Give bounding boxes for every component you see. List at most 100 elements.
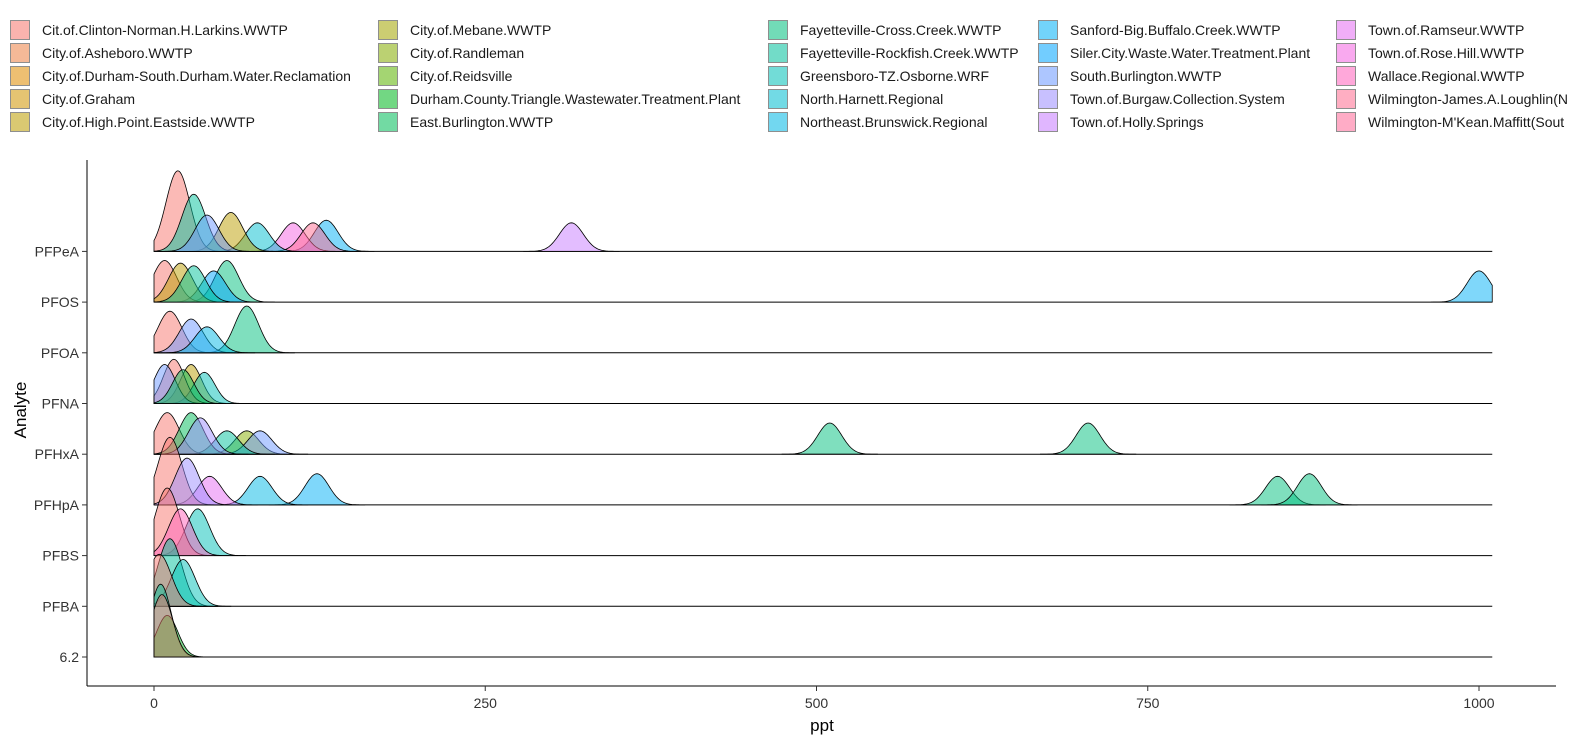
legend-swatch: [768, 112, 788, 132]
legend-label: Town.of.Holly.Springs: [1070, 114, 1204, 130]
ridge-PFPeA: [153, 170, 1493, 252]
legend-swatch: [768, 20, 788, 40]
legend-item: East.Burlington.WWTP: [378, 112, 553, 132]
legend-label: Wilmington-James.A.Loughlin(N: [1368, 91, 1568, 107]
legend-label: Northeast.Brunswick.Regional: [800, 114, 988, 130]
legend-swatch: [1336, 89, 1356, 109]
ridge-PFOS: [153, 260, 1493, 303]
legend-item: City.of.Mebane.WWTP: [378, 20, 551, 40]
legend-item: Fayetteville-Cross.Creek.WWTP: [768, 20, 1001, 40]
y-axis-ticks: 6.2 PFBA PFBS PFHpA PFHxA PFNA PFOA PFOS PFPeA: [34, 243, 87, 665]
legend-swatch: [1038, 89, 1058, 109]
density-curve: [158, 214, 256, 252]
legend-label: City.of.Graham: [42, 91, 136, 107]
legend-label: City.of.Mebane.WWTP: [410, 22, 552, 38]
density-curve: [1430, 270, 1493, 303]
y-tick-label: PFHxA: [35, 446, 80, 462]
x-tick-label: 1000: [1463, 695, 1494, 711]
y-tick-label: PFPeA: [35, 243, 80, 259]
legend-label: East.Burlington.WWTP: [410, 114, 554, 130]
density-curve: [523, 222, 620, 252]
legend-item: Northeast.Brunswick.Regional: [768, 112, 988, 132]
y-tick-label: PFBS: [42, 548, 79, 564]
y-tick-label: PFNA: [42, 396, 80, 412]
legend-label: Wilmington-M'Kean.Maffitt(Sout: [1368, 114, 1565, 130]
y-axis-title: Analyte: [11, 382, 30, 439]
x-tick-label: 750: [1136, 695, 1160, 711]
legend-item: Town.of.Ramseur.WWTP: [1336, 20, 1524, 40]
legend-swatch: [10, 112, 30, 132]
y-tick-label: PFBA: [42, 598, 79, 614]
legend-swatch: [1038, 112, 1058, 132]
y-tick-label: PFHpA: [34, 497, 80, 513]
legend-item: Sanford-Big.Buffalo.Creek.WWTP: [1038, 20, 1281, 40]
legend-swatch: [378, 66, 398, 86]
legend-label: City.of.Durham-South.Durham.Water.Reclam…: [42, 68, 351, 84]
legend-label: Fayetteville-Cross.Creek.WWTP: [800, 22, 1002, 38]
legend-swatch: [768, 66, 788, 86]
legend-swatch: [378, 89, 398, 109]
ridge-6.2: [153, 583, 1493, 658]
density-curve: [1261, 473, 1358, 506]
ridge-PFHxA: [153, 412, 1493, 455]
legend-item: Siler.City.Waste.Water.Treatment.Plant: [1038, 43, 1310, 63]
legend-label: South.Burlington.WWTP: [1070, 68, 1222, 84]
legend-swatch: [10, 89, 30, 109]
legend-label: Cit.of.Clinton-Norman.H.Larkins.WWTP: [42, 22, 288, 38]
y-tick-label: PFOA: [41, 345, 80, 361]
legend-swatch: [768, 43, 788, 63]
legend-label: City.of.Reidsville: [410, 68, 513, 84]
legend-swatch: [10, 66, 30, 86]
ridge-PFNA: [153, 358, 1493, 404]
legend-swatch: [1336, 66, 1356, 86]
density-curve: [158, 326, 256, 354]
legend-swatch: [1038, 20, 1058, 40]
legend-swatch: [1336, 112, 1356, 132]
legend-swatch: [1038, 43, 1058, 63]
density-curve: [153, 265, 242, 303]
legend-swatch: [10, 43, 30, 63]
legend-item: City.of.Reidsville: [378, 66, 512, 86]
legend-swatch: [378, 20, 398, 40]
y-tick-label: 6.2: [60, 649, 80, 665]
legend-label: City.of.High.Point.Eastside.WWTP: [42, 114, 255, 130]
legend-item: Wallace.Regional.WWTP: [1336, 66, 1525, 86]
density-curve: [268, 473, 366, 506]
legend-label: Durham.County.Triangle.Wastewater.Treatm…: [410, 91, 741, 107]
legend-label: Town.of.Ramseur.WWTP: [1368, 22, 1525, 38]
legend-swatch: [1336, 20, 1356, 40]
legend-item: Wilmington-James.A.Loughlin(N: [1336, 89, 1568, 109]
ridge-PFBA: [153, 538, 1493, 607]
legend-item: City.of.Asheboro.WWTP: [10, 43, 193, 63]
legend-swatch: [10, 20, 30, 40]
legend-item: Durham.County.Triangle.Wastewater.Treatm…: [378, 89, 740, 109]
legend: Cit.of.Clinton-Norman.H.Larkins.WWTP City…: [0, 0, 1576, 140]
y-tick-label: PFOS: [41, 294, 79, 310]
legend-item: City.of.Randleman: [378, 43, 524, 63]
legend-item: Town.of.Rose.Hill.WWTP: [1336, 43, 1524, 63]
x-tick-label: 500: [805, 695, 829, 711]
legend-swatch: [378, 43, 398, 63]
legend-swatch: [768, 89, 788, 109]
legend-item: North.Harnett.Regional: [768, 89, 943, 109]
legend-label: Siler.City.Waste.Water.Treatment.Plant: [1070, 45, 1311, 61]
x-axis-ticks: 0 250 500 750 1000: [150, 686, 1495, 711]
legend-item: City.of.Graham: [10, 89, 135, 109]
ridges: [153, 170, 1493, 658]
density-curve: [153, 553, 208, 607]
legend-label: City.of.Asheboro.WWTP: [42, 45, 193, 61]
legend-item: South.Burlington.WWTP: [1038, 66, 1222, 86]
x-tick-label: 250: [474, 695, 498, 711]
legend-label: Town.of.Rose.Hill.WWTP: [1368, 45, 1525, 61]
ridge-PFHpA: [153, 436, 1493, 506]
legend-swatch: [378, 112, 398, 132]
legend-item: Greensboro-TZ.Osborne.WRF: [768, 66, 989, 86]
legend-swatch: [1038, 66, 1058, 86]
density-curve: [781, 422, 878, 455]
legend-label: City.of.Randleman: [410, 45, 525, 61]
legend-label: Sanford-Big.Buffalo.Creek.WWTP: [1070, 22, 1281, 38]
legend-label: Town.of.Burgaw.Collection.System: [1070, 91, 1285, 107]
ridge-PFOA: [153, 305, 1493, 354]
legend-label: Wallace.Regional.WWTP: [1368, 68, 1525, 84]
